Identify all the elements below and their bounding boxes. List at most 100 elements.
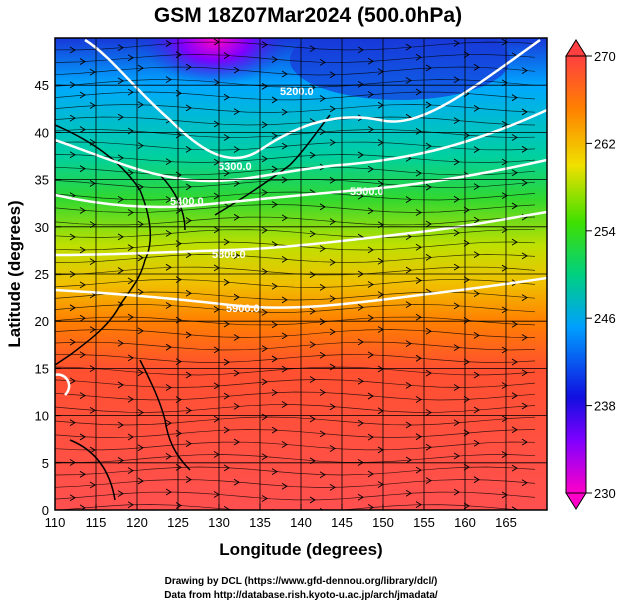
streamline-arrow [357,338,364,346]
streamline-arrow [165,263,172,271]
streamline-arrow [261,345,268,352]
plot-area: 5200.0 5300.0 5400.0 5500.0 5800.0 5900.… [55,38,547,510]
contour-labels: 5200.0 5300.0 5400.0 5500.0 5800.0 5900.… [170,86,384,315]
streamline-arrow [501,38,508,46]
streamline-arrow [501,491,508,499]
streamline-arrow [453,39,460,47]
streamline-arrow [271,96,278,104]
streamline-arrow [367,392,374,400]
streamline-arrow [137,288,144,296]
streamline-arrow [511,392,518,400]
y-tick-label: 15 [35,361,49,376]
streamline-arrow [329,403,336,411]
streamline-arrow [261,453,268,461]
streamline-arrow [521,334,528,341]
streamline-arrow [453,195,460,203]
colorbar: 230 238 246 254 262 270 [565,39,616,510]
streamline-arrow [425,142,432,150]
streamline-arrow [223,134,230,141]
streamline [55,66,536,76]
streamline-arrow [309,376,316,383]
streamline-arrow [463,502,470,510]
streamline-arrow [271,56,278,63]
streamline-arrow [473,183,480,191]
streamline-arrow [425,64,432,72]
streamline-arrow [329,258,336,266]
streamline-arrow [69,233,76,241]
streamline-arrow [415,127,422,135]
streamline-arrow [463,206,470,214]
x-tick-label: 165 [495,515,517,530]
colorbar-tick-label: 254 [594,224,616,239]
streamline-arrow [425,327,432,335]
streamline-arrow [117,267,124,274]
streamline-arrow [79,165,86,173]
streamline-arrow [329,176,336,184]
streamline-arrow [261,495,268,502]
streamline-arrow [319,389,326,396]
streamline-arrow [281,365,288,373]
streamline-arrow [453,488,460,496]
streamline-arrow [463,276,470,284]
colorbar-bottom-triangle [565,492,587,510]
streamline [55,491,536,501]
streamline-arrow [281,296,288,304]
credit-data: Data from http://database.rish.kyoto-u.a… [164,590,438,601]
streamline-arrow [501,346,508,354]
streamline-arrow [473,63,480,71]
colorbar-ticks: 230 238 246 254 262 270 [586,49,616,501]
streamline-arrow [511,94,518,102]
grid-lines [55,38,547,510]
contour-line [55,158,547,209]
streamline [55,404,536,413]
streamline-arrow [319,203,326,211]
streamline-arrow [511,358,518,366]
streamline-arrow [233,369,240,377]
streamline-arrow [223,278,230,286]
streamline-arrow [463,463,470,471]
streamline-arrow [501,120,508,128]
streamline-arrow [453,419,460,427]
streamline-arrow [127,467,134,475]
streamline-arrow [137,444,144,452]
streamline-arrow [165,196,172,203]
streamline-arrow [281,70,288,78]
x-tick-label: 150 [372,515,394,530]
contour-label: 5300.0 [218,161,252,173]
streamline-arrow [367,470,374,478]
streamline-arrow [309,415,316,423]
streamline-arrow [501,226,508,234]
streamline [55,316,536,326]
streamline-arrow [223,358,230,366]
streamline-arrow [367,246,374,254]
y-tick-label: 40 [35,125,49,140]
streamline-arrow [473,406,480,414]
streamline-arrow [223,426,230,434]
streamline-arrow [521,294,528,302]
streamline-arrow [473,371,480,379]
streamline-arrow [117,195,124,203]
y-tick-label: 45 [35,78,49,93]
streamline-arrow [271,426,278,434]
streamline-arrow [463,51,470,58]
streamline-arrow [89,68,96,76]
streamline [55,154,536,163]
streamline-arrow [453,344,460,352]
streamline-arrow [405,489,412,497]
streamline-arrow [319,128,326,136]
streamline-arrow [309,45,316,53]
x-tick-label: 145 [331,515,353,530]
streamline-arrow [69,151,76,159]
streamline-arrow [329,295,336,302]
streamline-arrow [137,64,144,72]
streamline [55,304,536,313]
colorbar-tick-label: 246 [594,311,616,326]
streamline-arrow [137,254,144,262]
streamline-arrow [127,169,134,177]
x-tick-label: 110 [45,515,66,530]
y-tick-label: 20 [35,314,49,329]
streamline-arrow [127,209,134,216]
streamline-arrow [425,409,432,416]
colorbar-body [565,55,587,494]
